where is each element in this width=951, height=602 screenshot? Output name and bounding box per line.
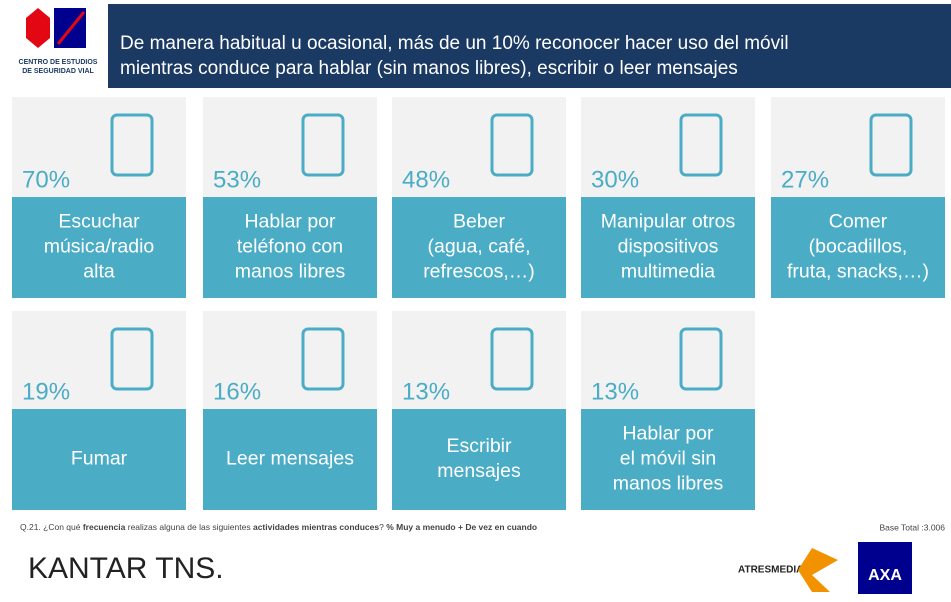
question-part: realizas alguna de las siguientes	[125, 522, 253, 532]
brand-logo: KANTAR TNS.	[28, 552, 224, 585]
icon	[301, 113, 345, 177]
card-top	[392, 97, 566, 197]
question-part: frecuencia	[83, 522, 126, 532]
card-label: fruta, snacks,…)	[787, 261, 929, 283]
card-label-box	[581, 197, 755, 298]
logo-text: DE SEGURIDAD VIAL	[22, 68, 94, 75]
logo-slash	[56, 11, 86, 45]
card-top	[581, 97, 755, 197]
card-label-box	[203, 409, 377, 510]
card-label: mensajes	[437, 460, 521, 482]
question-part: Q.21. ¿Con qué	[20, 522, 83, 532]
card-percent: 13%	[402, 378, 450, 405]
card-label: Hablar por	[622, 423, 714, 445]
card-percent: 70%	[22, 166, 70, 193]
question-part: % Muy a menudo + De vez en cuando	[386, 522, 537, 532]
card-percent: 53%	[213, 166, 261, 193]
card-label-box	[581, 409, 755, 510]
card-percent: 19%	[22, 378, 70, 405]
icon	[490, 113, 534, 177]
card-label: música/radio	[44, 236, 155, 258]
logo-stop	[26, 8, 50, 48]
card-label-box	[771, 197, 945, 298]
logo-text: CENTRO DE ESTUDIOS	[19, 59, 98, 66]
card-label: alta	[83, 261, 115, 283]
base-total: Base Total :3.006	[879, 522, 945, 532]
axa-box	[858, 542, 912, 594]
card-label-box	[12, 409, 186, 510]
card-label: Hablar por	[244, 211, 336, 233]
card-label: teléfono con	[237, 236, 343, 258]
card-label: Fumar	[71, 448, 128, 470]
card-label: dispositivos	[618, 236, 719, 258]
card-label: multimedia	[621, 261, 715, 283]
icon	[110, 113, 154, 177]
card-percent: 13%	[591, 378, 639, 405]
icon	[301, 327, 345, 391]
icon	[679, 327, 723, 391]
card-top	[392, 311, 566, 409]
card-top	[203, 97, 377, 197]
title-line: mientras conduce para hablar (sin manos …	[120, 58, 738, 79]
card-top	[771, 97, 945, 197]
axa-text: AXA	[868, 567, 902, 584]
card-top	[12, 97, 186, 197]
icon	[110, 327, 154, 391]
header-bar	[108, 4, 951, 88]
card-label-box	[203, 197, 377, 298]
card-label: Comer	[829, 211, 888, 233]
card-label: Escuchar	[58, 211, 140, 233]
card-label-box	[392, 197, 566, 298]
card-top	[12, 311, 186, 409]
question-part: ?	[379, 522, 386, 532]
card-percent: 16%	[213, 378, 261, 405]
icon	[869, 113, 913, 177]
title-line: De manera habitual u ocasional, más de u…	[120, 33, 789, 54]
card-label: Beber	[453, 211, 506, 233]
icon	[679, 113, 723, 177]
card-label-box	[12, 197, 186, 298]
card-label: manos libres	[235, 261, 346, 283]
card-label: (agua, café,	[428, 236, 531, 258]
cards: 70% Escuchar música/radio alta 53% Hablar por…	[12, 97, 945, 510]
card-percent: 27%	[781, 166, 829, 193]
card-top	[203, 311, 377, 409]
question-part: actividades mientras conduces	[253, 522, 379, 532]
partner-mark	[798, 548, 838, 592]
card-label: el móvil sin	[620, 448, 716, 470]
card-label: Escribir	[446, 435, 512, 457]
partner-logo: ATRESMEDIA	[738, 565, 803, 576]
question: Q.21. ¿Con qué frecuencia realizas algun…	[20, 522, 537, 532]
card-label: (bocadillos,	[809, 236, 908, 258]
card-percent: 30%	[591, 166, 639, 193]
card-percent: 48%	[402, 166, 450, 193]
card-label-box	[392, 409, 566, 510]
card-top	[581, 311, 755, 409]
card-label: refrescos,…)	[423, 261, 535, 283]
card-label: Leer mensajes	[226, 448, 354, 470]
card-label: Manipular otros	[601, 211, 736, 233]
icon	[490, 327, 534, 391]
card-label: manos libres	[613, 473, 724, 495]
